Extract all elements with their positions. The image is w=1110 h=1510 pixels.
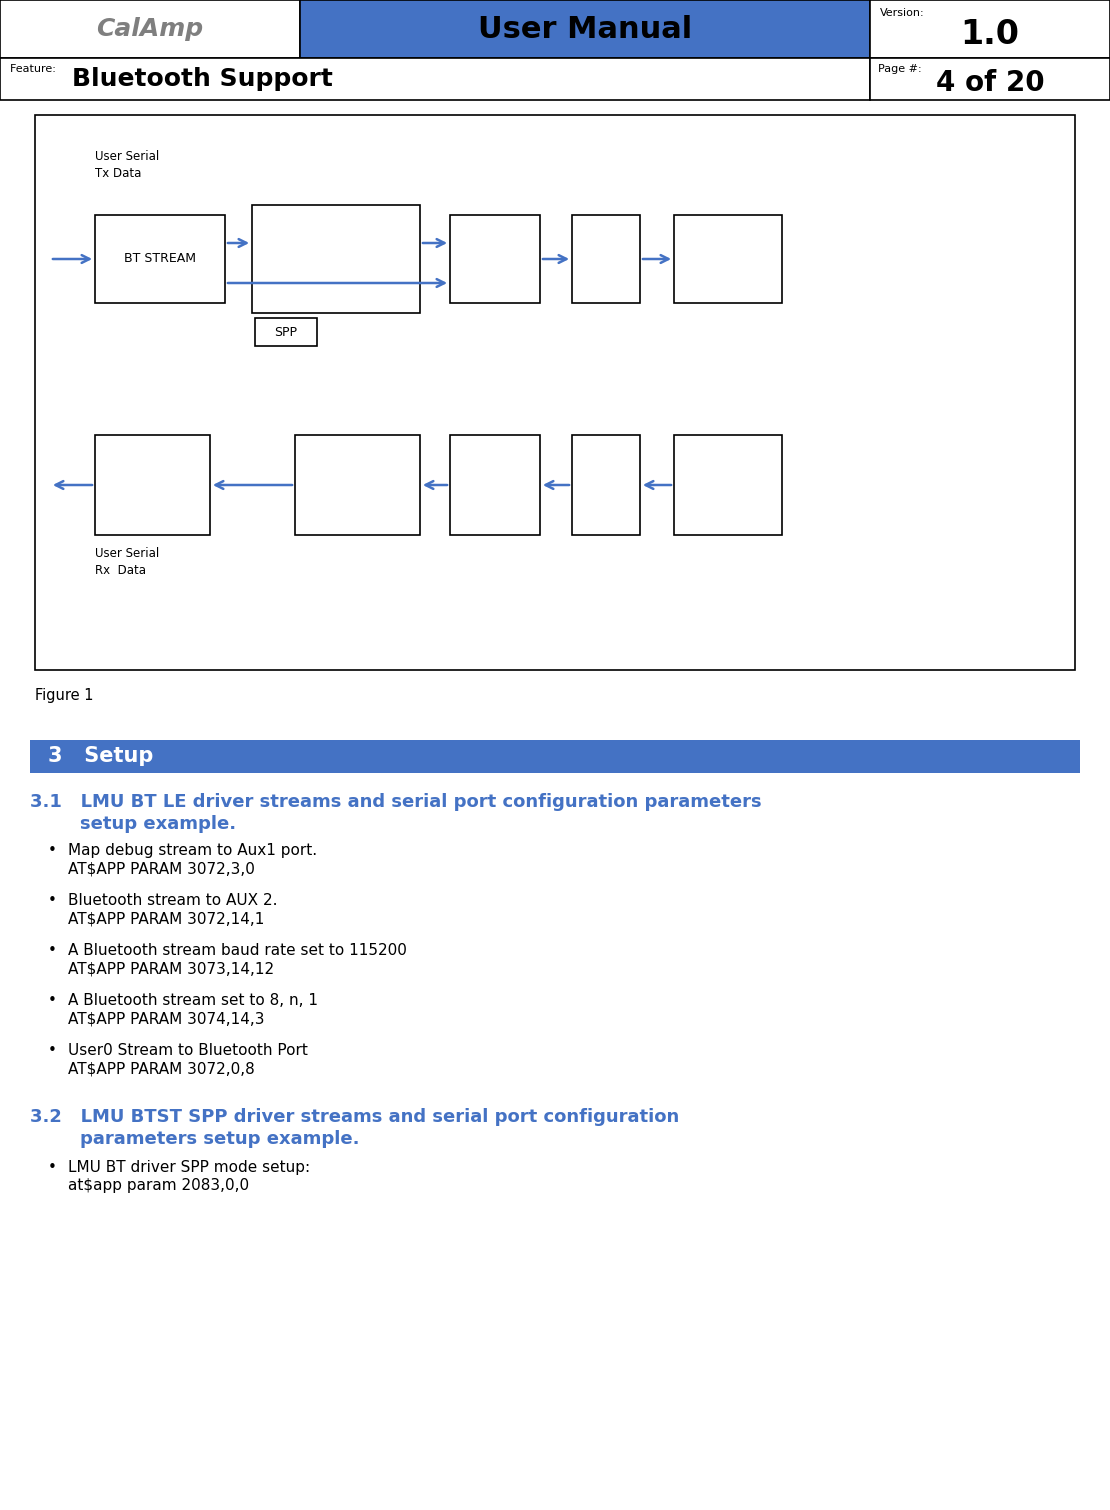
Text: Page #:: Page #: [878, 63, 921, 74]
Text: •: • [48, 944, 57, 957]
Bar [300, 0, 870, 57]
Text: AT$APP PARAM 3073,14,12: AT$APP PARAM 3073,14,12 [68, 960, 274, 975]
Text: •: • [48, 994, 57, 1009]
Bar [572, 214, 640, 304]
Bar [95, 435, 210, 535]
Bar [674, 435, 783, 535]
Bar [0, 0, 300, 57]
Text: AT$APP PARAM 3074,14,3: AT$APP PARAM 3074,14,3 [68, 1012, 264, 1025]
Text: •: • [48, 1043, 57, 1059]
Bar [572, 435, 640, 535]
Text: AT$APP PARAM 3072,14,1: AT$APP PARAM 3072,14,1 [68, 911, 264, 926]
Bar [36, 115, 1074, 670]
Text: SPP: SPP [274, 326, 297, 338]
Text: 1.0: 1.0 [960, 18, 1019, 50]
Text: Figure 1: Figure 1 [36, 689, 93, 704]
Bar [450, 435, 539, 535]
Text: 4 of 20: 4 of 20 [936, 69, 1045, 97]
Text: A Bluetooth stream baud rate set to 115200: A Bluetooth stream baud rate set to 1152… [68, 944, 407, 957]
Text: Feature:: Feature: [10, 63, 63, 74]
Bar [674, 214, 783, 304]
Text: CalAmp: CalAmp [97, 17, 203, 41]
Text: LMU BT driver SPP mode setup:: LMU BT driver SPP mode setup: [68, 1160, 310, 1175]
Text: User Manual: User Manual [478, 15, 693, 44]
Text: •: • [48, 1160, 57, 1175]
Text: 3.1   LMU BT LE driver streams and serial port configuration parameters: 3.1 LMU BT LE driver streams and serial … [30, 793, 761, 811]
Text: AT$APP PARAM 3072,3,0: AT$APP PARAM 3072,3,0 [68, 861, 255, 876]
Text: Bluetooth Support: Bluetooth Support [72, 66, 333, 91]
Text: •: • [48, 843, 57, 858]
Text: 3   Setup: 3 Setup [48, 746, 153, 767]
Bar [870, 0, 1110, 57]
Bar [252, 205, 420, 313]
Text: setup example.: setup example. [30, 815, 236, 834]
Bar [255, 319, 317, 346]
Text: 3.2   LMU BTST SPP driver streams and serial port configuration: 3.2 LMU BTST SPP driver streams and seri… [30, 1108, 679, 1126]
Bar [295, 435, 420, 535]
Text: at$app param 2083,0,0: at$app param 2083,0,0 [68, 1178, 249, 1193]
Text: parameters setup example.: parameters setup example. [30, 1129, 360, 1148]
Text: User0 Stream to Bluetooth Port: User0 Stream to Bluetooth Port [68, 1043, 307, 1059]
Text: A Bluetooth stream set to 8, n, 1: A Bluetooth stream set to 8, n, 1 [68, 994, 317, 1009]
Bar [870, 57, 1110, 100]
Bar [30, 740, 1080, 773]
Bar [0, 57, 870, 100]
Bar [95, 214, 225, 304]
Bar [450, 214, 539, 304]
Text: BT STREAM: BT STREAM [124, 252, 196, 266]
Text: User Serial
Rx  Data: User Serial Rx Data [95, 547, 159, 577]
Text: Map debug stream to Aux1 port.: Map debug stream to Aux1 port. [68, 843, 317, 858]
Text: •: • [48, 892, 57, 908]
Text: Bluetooth stream to AUX 2.: Bluetooth stream to AUX 2. [68, 892, 278, 908]
Text: User Serial
Tx Data: User Serial Tx Data [95, 149, 159, 180]
Text: AT$APP PARAM 3072,0,8: AT$APP PARAM 3072,0,8 [68, 1062, 255, 1077]
Text: Version:: Version: [880, 8, 925, 18]
